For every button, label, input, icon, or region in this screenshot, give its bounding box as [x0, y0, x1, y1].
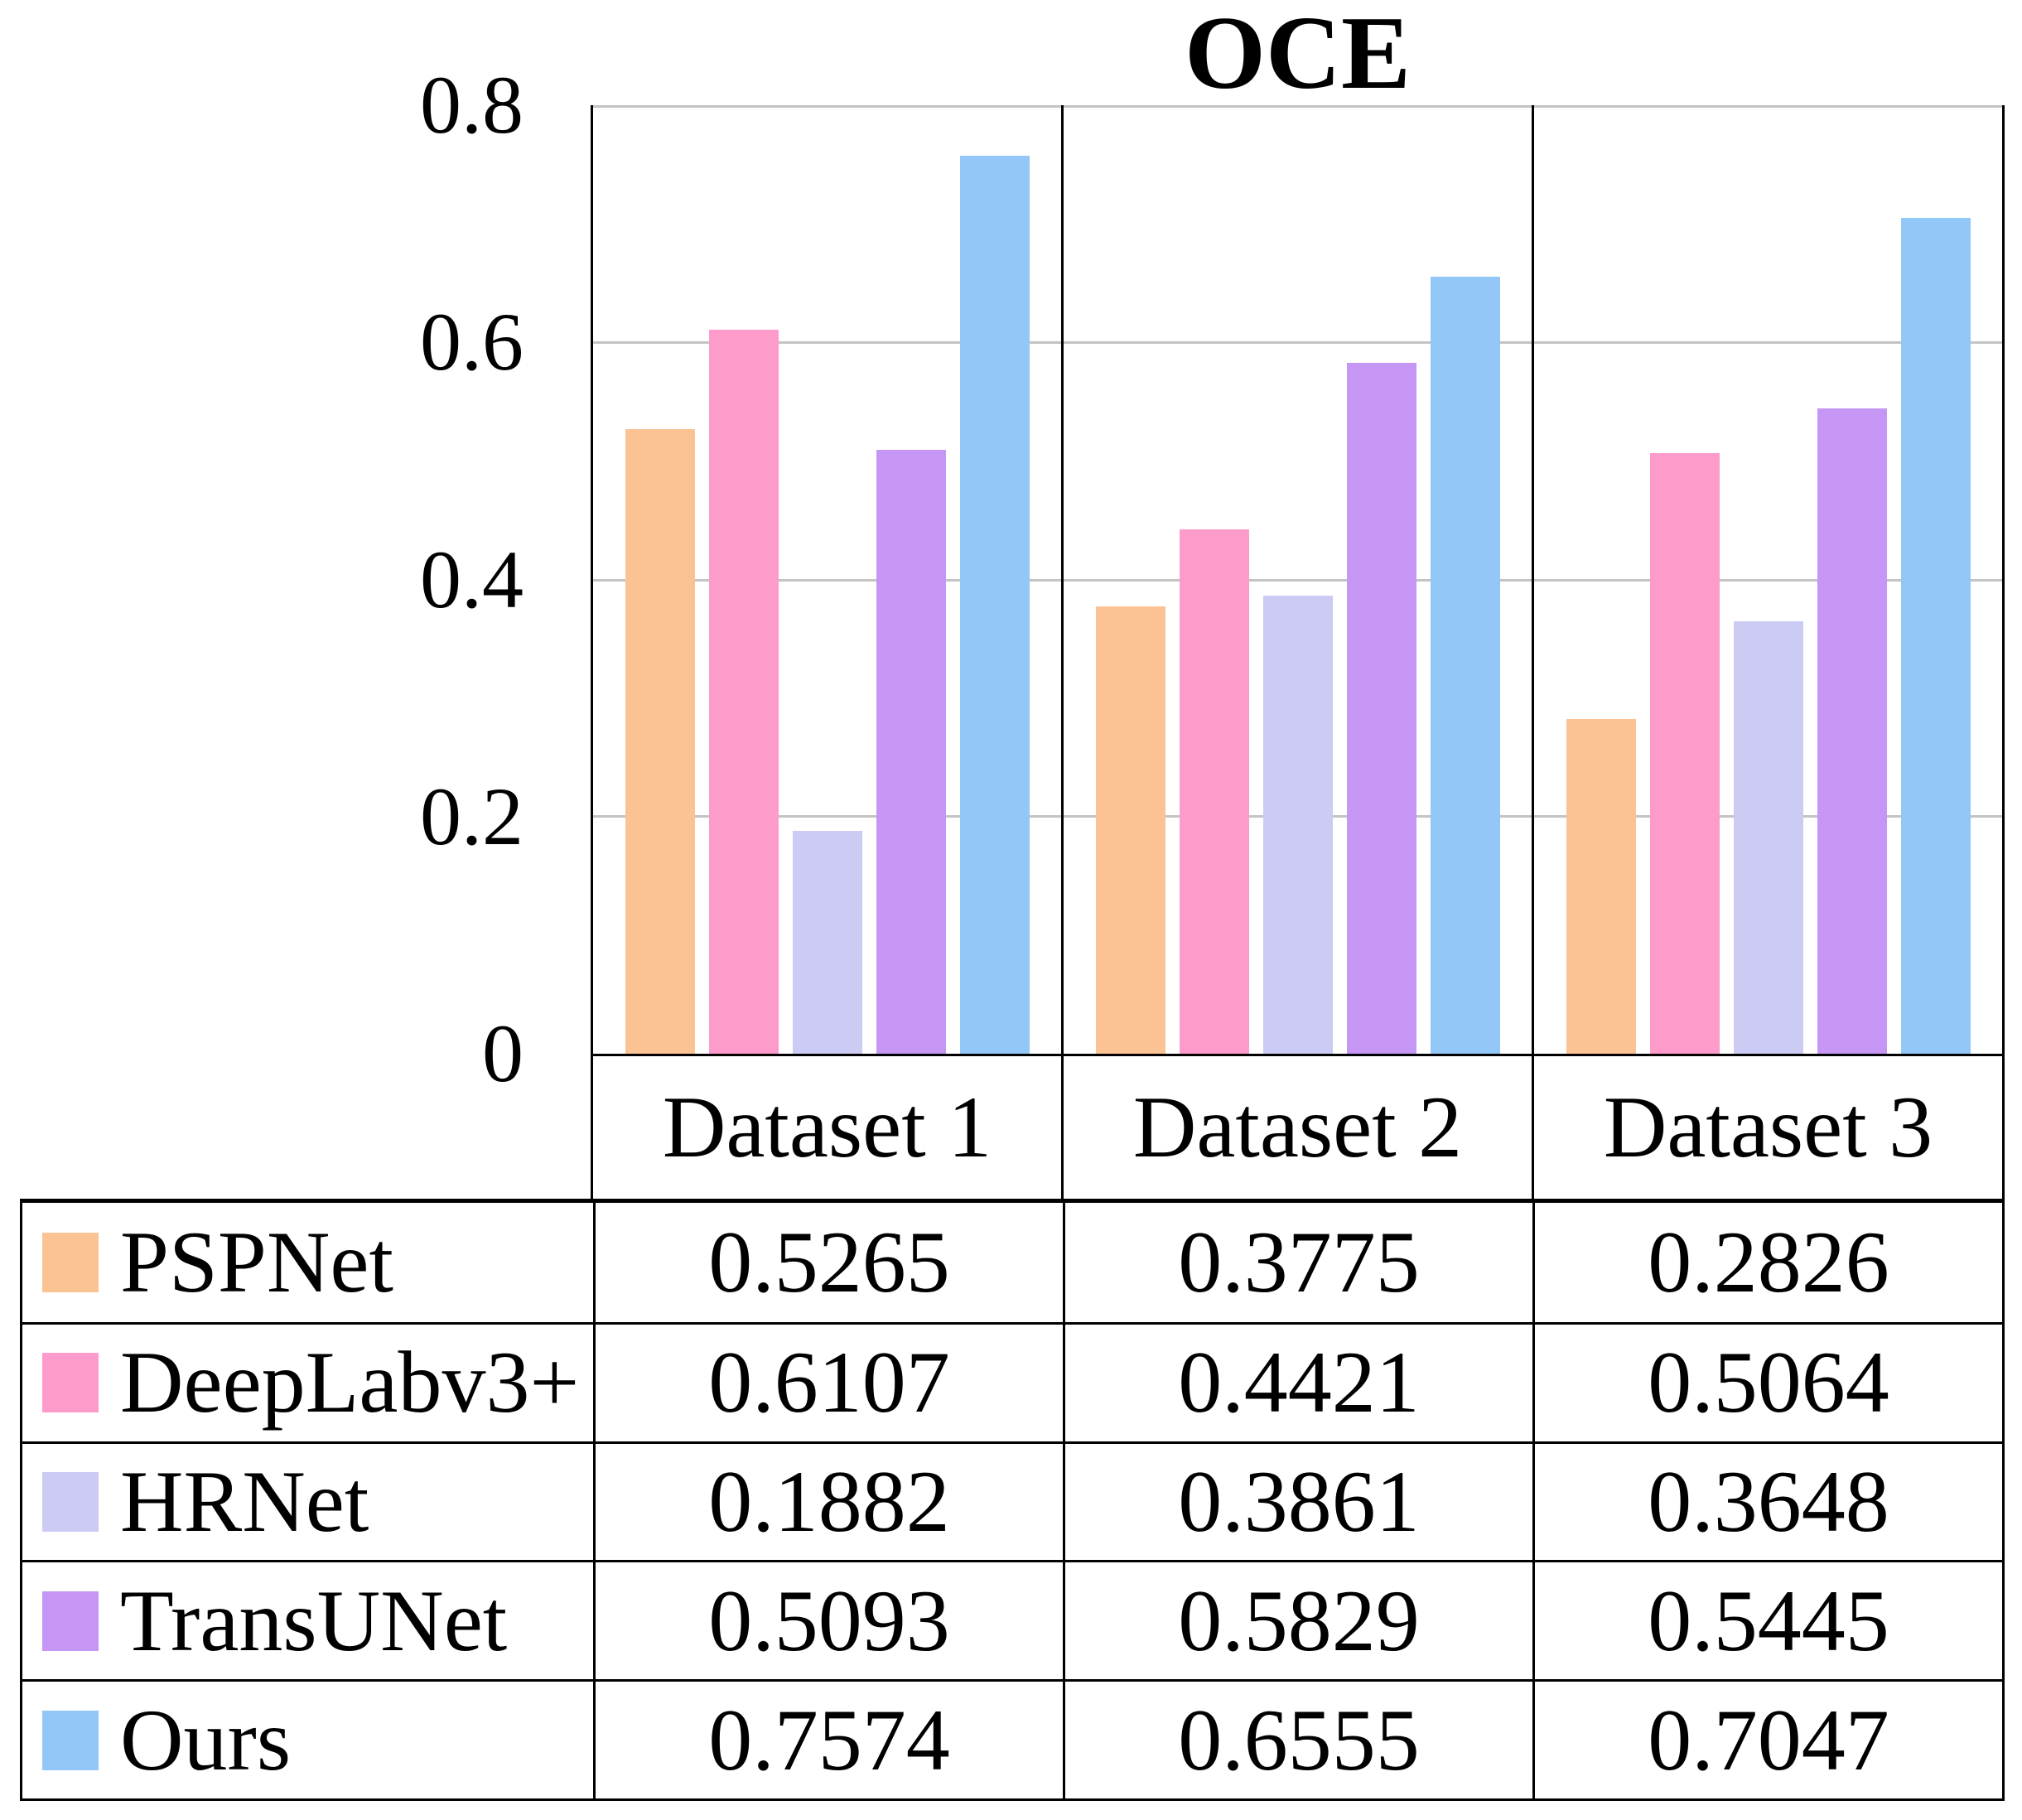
plot-area — [591, 105, 2005, 1056]
value-ours-dataset-2: 0.6555 — [1063, 1679, 1532, 1798]
bar-ours-dataset-2 — [1430, 276, 1500, 1054]
gridline-0.8 — [593, 105, 2002, 108]
panel-dataset-2 — [1061, 105, 1532, 1054]
category-label-dataset-1: Dataset 1 — [662, 1079, 992, 1176]
series-label: Ours — [120, 1691, 292, 1789]
value-deeplabv3p-dataset-3: 0.5064 — [1532, 1321, 2002, 1441]
value-transunet-dataset-3: 0.5445 — [1532, 1560, 2002, 1680]
legend-swatch-hrnet-icon — [42, 1471, 99, 1532]
legend-row-ours: Ours — [22, 1679, 593, 1798]
series-label: PSPNet — [120, 1213, 393, 1311]
series-label: HRNet — [120, 1452, 369, 1550]
legend-swatch-pspnet-icon — [42, 1232, 99, 1292]
value-transunet-dataset-2: 0.5829 — [1063, 1560, 1532, 1680]
value-hrnet-dataset-2: 0.3861 — [1063, 1441, 1532, 1561]
panel-group — [593, 105, 2002, 1054]
category-label-dataset-3: Dataset 3 — [1532, 1056, 2002, 1199]
bar-pspnet-dataset-1 — [625, 429, 695, 1054]
y-tick-0.8: 0.8 — [420, 59, 524, 151]
bar-hrnet-dataset-1 — [792, 830, 862, 1054]
bar-ours-dataset-1 — [959, 155, 1030, 1054]
y-tick-0: 0 — [482, 1007, 524, 1099]
bar-pspnet-dataset-2 — [1095, 606, 1165, 1054]
value-ours-dataset-3: 0.7047 — [1532, 1679, 2002, 1798]
legend-swatch-ours-icon — [42, 1710, 99, 1770]
category-label-dataset-2: Dataset 2 — [1061, 1056, 1532, 1199]
value-ours-dataset-1: 0.7574 — [593, 1679, 1063, 1798]
legend-row-hrnet: HRNet — [22, 1441, 593, 1561]
bar-deeplabv3p-dataset-1 — [708, 329, 779, 1054]
gridline-0.6 — [593, 341, 2002, 345]
bar-deeplabv3p-dataset-3 — [1649, 453, 1720, 1054]
legend-row-pspnet: PSPNet — [22, 1203, 593, 1322]
value-transunet-dataset-1: 0.5093 — [593, 1560, 1063, 1680]
legend-row-deeplabv3p: DeepLabv3+ — [22, 1321, 593, 1441]
series-label: TransUNet — [120, 1571, 508, 1669]
bar-ours-dataset-3 — [1900, 218, 1971, 1054]
value-deeplabv3p-dataset-2: 0.4421 — [1063, 1321, 1532, 1441]
value-hrnet-dataset-1: 0.1882 — [593, 1441, 1063, 1561]
series-label: DeepLabv3+ — [120, 1334, 580, 1431]
bar-hrnet-dataset-3 — [1733, 620, 1803, 1054]
y-tick-0.4: 0.4 — [420, 533, 524, 625]
gridline-0.4 — [593, 578, 2002, 582]
bar-transunet-dataset-2 — [1346, 362, 1416, 1054]
panel-dataset-3 — [1532, 105, 2002, 1054]
legend-swatch-deeplabv3p-icon — [42, 1353, 99, 1413]
bar-transunet-dataset-3 — [1817, 408, 1887, 1054]
value-pspnet-dataset-2: 0.3775 — [1063, 1203, 1532, 1322]
value-deeplabv3p-dataset-1: 0.6107 — [593, 1321, 1063, 1441]
y-tick-0.2: 0.2 — [420, 770, 524, 862]
bar-deeplabv3p-dataset-2 — [1179, 529, 1249, 1054]
value-hrnet-dataset-3: 0.3648 — [1532, 1441, 2002, 1561]
legend-row-transunet: TransUNet — [22, 1560, 593, 1679]
data-table: PSPNet 0.5265 0.3775 0.2826 DeepLabv3+ 0… — [20, 1199, 2005, 1801]
category-header-row: Dataset 1 Dataset 2 Dataset 3 — [591, 1056, 2005, 1199]
panel-dataset-1 — [593, 105, 1061, 1054]
bar-hrnet-dataset-2 — [1262, 596, 1333, 1054]
value-pspnet-dataset-3: 0.2826 — [1532, 1203, 2002, 1322]
chart-title: OCE — [1184, 0, 1412, 111]
y-tick-0.6: 0.6 — [420, 296, 524, 388]
value-pspnet-dataset-1: 0.5265 — [593, 1203, 1063, 1322]
bar-pspnet-dataset-3 — [1566, 718, 1636, 1054]
bar-transunet-dataset-1 — [876, 450, 946, 1054]
legend-swatch-transunet-icon — [42, 1591, 99, 1651]
